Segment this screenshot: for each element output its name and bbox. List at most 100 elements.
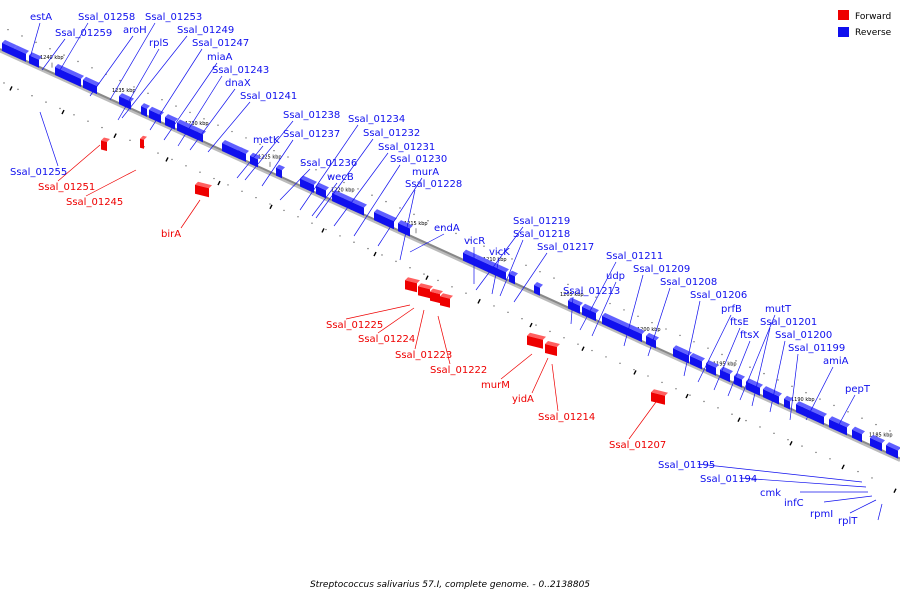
track-dot	[875, 423, 877, 426]
track-dot	[189, 111, 191, 114]
leader-ssal-01222	[437, 315, 451, 365]
gene-label-ssal-01243: Ssal_01243	[212, 65, 269, 76]
track-dot	[749, 366, 751, 368]
leader-ssal-01194	[739, 477, 867, 488]
leader-ssal-01255	[39, 111, 59, 167]
track-dot	[507, 311, 509, 314]
track-dot	[101, 126, 103, 129]
track-dot	[791, 385, 793, 388]
track-dot	[525, 264, 527, 267]
leader-ssal-01249	[121, 35, 188, 119]
gene-label-ftse: ftsE	[730, 317, 749, 328]
gene-label-ssal-01208: Ssal_01208	[660, 277, 717, 288]
track-dot	[707, 347, 709, 349]
gene-label-infc: infC	[784, 498, 804, 509]
legend-forward-swatch	[838, 10, 849, 20]
legend: Forward Reverse	[838, 10, 892, 38]
gene-label-ssal-01217: Ssal_01217	[537, 242, 594, 253]
track-dash	[893, 488, 897, 493]
track-dot	[441, 226, 443, 228]
track-dash	[321, 228, 325, 233]
track-dot	[45, 101, 47, 103]
leader-ssal-01206	[683, 300, 701, 377]
track-dot	[413, 213, 415, 216]
track-dot	[17, 88, 19, 91]
genome-backbone	[0, 48, 900, 462]
track-dot	[199, 171, 201, 173]
leader-miaa	[163, 62, 218, 141]
gene-forward	[405, 277, 420, 293]
leader-ssal-01211	[579, 261, 617, 331]
track-dash	[789, 441, 793, 446]
track-dot	[465, 292, 467, 294]
track-dot	[759, 426, 761, 428]
track-dash	[217, 180, 221, 186]
gene-forward	[440, 293, 453, 308]
leader-wecb	[311, 182, 338, 217]
track-dot	[805, 392, 807, 394]
track-dot	[371, 194, 373, 196]
leader-ssal-01228	[399, 189, 416, 261]
gene-reverse	[582, 303, 599, 322]
track-dot	[539, 271, 541, 273]
gene-reverse	[829, 416, 850, 436]
track-dot	[259, 143, 261, 145]
leader-pept	[835, 394, 856, 431]
leader-ssal-01223	[414, 309, 425, 350]
leader-ftsx	[727, 340, 751, 397]
track-dot	[49, 48, 51, 50]
gene-label-murm: murM	[481, 380, 510, 391]
leader-amia	[805, 366, 834, 421]
track-dot	[511, 258, 513, 260]
leader-ssal-01214	[551, 363, 559, 412]
gene-label-miaa: miaA	[207, 52, 233, 63]
leader-esta	[29, 22, 41, 59]
gene-label-ssal-01249: Ssal_01249	[177, 25, 234, 36]
track-dot	[119, 79, 121, 82]
track-dot	[871, 477, 873, 479]
track-dot	[231, 130, 233, 133]
track-dot	[287, 156, 289, 158]
track-dash	[165, 157, 169, 162]
leader-ssal-01209	[623, 274, 644, 347]
gene-reverse	[646, 332, 659, 349]
gene-reverse	[165, 114, 178, 130]
gene-label-ssal-01245: Ssal_01245	[66, 197, 123, 208]
legend-reverse-label: Reverse	[855, 28, 892, 38]
leader-ftse	[713, 327, 741, 391]
track-dot	[301, 162, 303, 165]
gene-reverse	[763, 386, 782, 405]
gene-reverse	[222, 140, 243, 160]
track-dot	[535, 324, 537, 326]
track-dot	[623, 309, 625, 311]
gene-label-mura: murA	[412, 167, 439, 178]
gene-label-ssal-01231: Ssal_01231	[378, 142, 435, 153]
leader-aroh	[89, 35, 134, 97]
track-dot	[679, 334, 681, 337]
track-dot	[703, 400, 705, 403]
gene-label-ssal-01199: Ssal_01199	[788, 343, 845, 354]
gene-label-ftsx: ftsX	[740, 330, 759, 341]
gene-reverse	[852, 426, 865, 443]
leader-ssal-01237	[261, 139, 294, 187]
gene-label-yida: yidA	[512, 394, 534, 405]
gene-label-rpls: rplS	[149, 38, 169, 49]
tick-label: 1235 kbp	[112, 88, 136, 94]
track-dot	[437, 279, 439, 282]
track-dot	[203, 118, 205, 120]
track-dot	[329, 175, 331, 177]
gene-label-rpmi: rpmI	[810, 509, 833, 520]
track-dot	[889, 430, 891, 432]
leader-ssal-01207	[628, 401, 657, 440]
tick-label: 1210 kbp	[483, 257, 507, 263]
gene-label-ssal-01236: Ssal_01236	[300, 158, 357, 169]
gene-label-enda: endA	[434, 223, 460, 234]
track-dot	[731, 413, 733, 415]
leader-ssal-01213	[570, 296, 574, 325]
leader-bira	[180, 199, 201, 229]
leader-murm	[500, 353, 533, 380]
track-dot	[325, 228, 327, 231]
track-dash	[685, 393, 689, 399]
gene-label-dnax: dnaX	[225, 78, 251, 89]
track-dot	[815, 451, 817, 454]
